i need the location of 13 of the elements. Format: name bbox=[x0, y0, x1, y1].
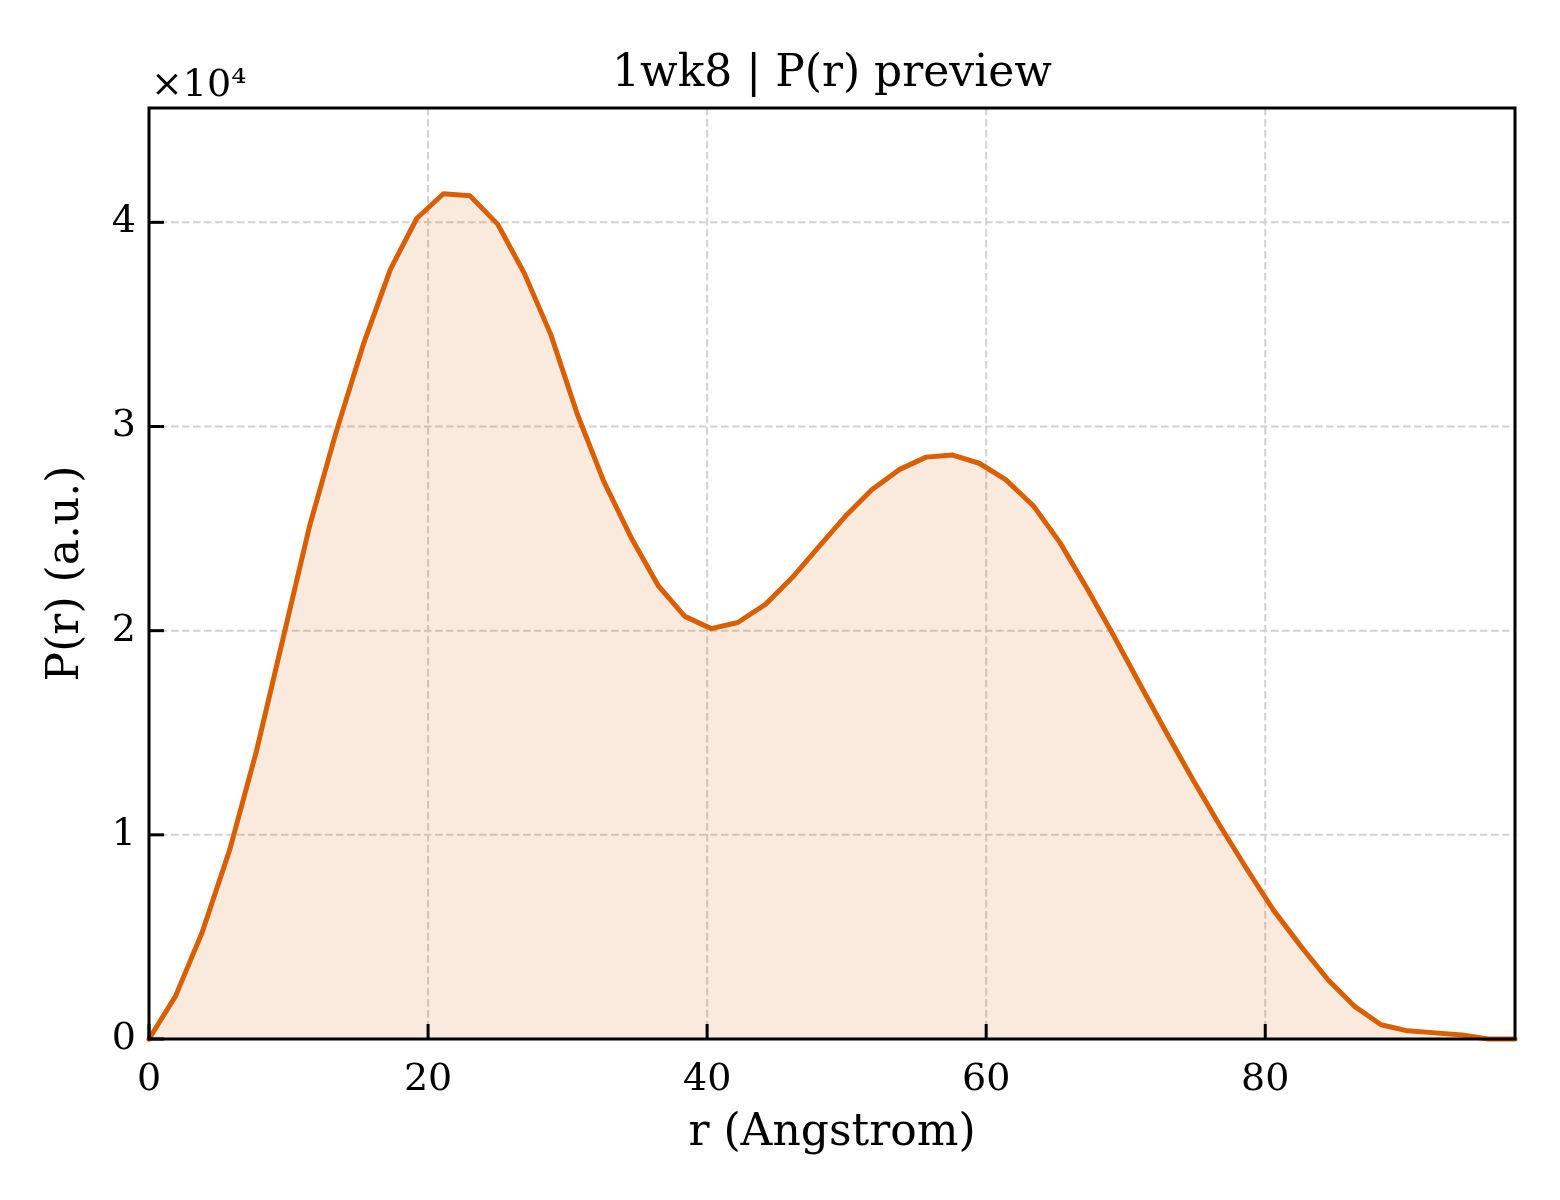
y-tick-label: 0 bbox=[111, 1013, 136, 1058]
chart-title: 1wk8 | P(r) preview bbox=[612, 45, 1053, 97]
x-tick-label: 20 bbox=[403, 1054, 453, 1099]
y-tick-label: 4 bbox=[111, 197, 136, 242]
x-tick-label: 40 bbox=[682, 1054, 732, 1099]
y-tick-label: 3 bbox=[111, 401, 136, 446]
text: ×10⁴ bbox=[151, 61, 247, 105]
x-axis-title: r (Angstrom) bbox=[688, 1104, 976, 1156]
y-tick-label: 1 bbox=[111, 809, 136, 854]
y-axis-title: P(r) (a.u.) bbox=[36, 465, 88, 682]
x-tick-label: 60 bbox=[962, 1054, 1011, 1099]
y-tick-label: 2 bbox=[111, 605, 136, 650]
x-tick-label: 80 bbox=[1241, 1054, 1290, 1099]
